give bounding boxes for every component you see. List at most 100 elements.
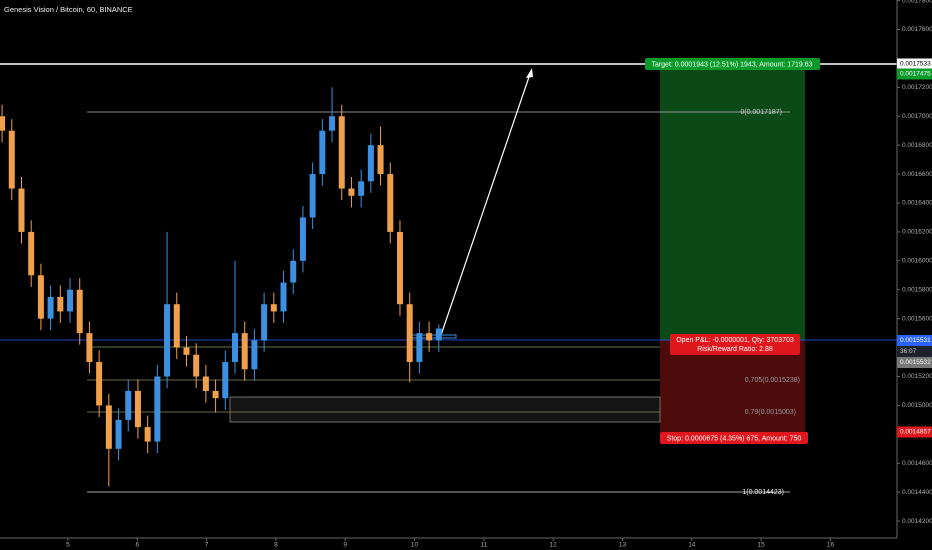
candle-body xyxy=(193,354,200,377)
candle-body xyxy=(183,347,190,355)
candle-body xyxy=(57,296,64,312)
x-tick-label: 5 xyxy=(66,542,70,549)
price-tag: 0.0014857 xyxy=(900,429,931,436)
price-tag: 36:07 xyxy=(900,348,917,355)
candle-body xyxy=(299,217,306,261)
x-tick-label: 8 xyxy=(274,542,278,549)
y-tick-label: 0.0015200 xyxy=(902,373,932,380)
x-tick-label: 11 xyxy=(480,542,487,549)
candle-body xyxy=(319,130,326,175)
y-tick-label: 0.0016800 xyxy=(902,142,932,149)
candle-body xyxy=(37,275,44,319)
price-tag-box xyxy=(897,357,932,368)
candle-body xyxy=(338,116,345,189)
candle-body xyxy=(86,333,93,363)
y-tick-label: 0.0014600 xyxy=(902,460,932,467)
price-tag: 0.0015532 xyxy=(900,359,931,366)
candle-body xyxy=(18,188,25,232)
y-tick-label: 0.0016400 xyxy=(902,200,932,207)
x-tick-label: 9 xyxy=(343,542,347,549)
candle-body xyxy=(358,181,365,196)
x-tick-label: 15 xyxy=(758,542,766,549)
candle-body xyxy=(105,405,112,449)
candle-body xyxy=(290,260,297,283)
candle-body xyxy=(0,116,6,131)
candle-body xyxy=(67,289,74,312)
fib-label: 0.79(0.0015003) xyxy=(745,409,796,416)
candle-body xyxy=(261,304,268,341)
fib-label: 0(0.0017187) xyxy=(740,109,782,116)
candle-body xyxy=(202,376,209,391)
x-tick-label: 6 xyxy=(135,542,139,549)
y-tick-label: 0.0016200 xyxy=(902,229,932,236)
candle-body xyxy=(125,390,132,420)
candle-body xyxy=(76,289,83,334)
candle-body xyxy=(134,390,141,428)
target-zone xyxy=(660,64,805,340)
chart-title: Genesis Vision / Bitcoin, 60, BINANCE xyxy=(4,5,133,14)
x-tick-label: 16 xyxy=(827,542,835,549)
y-tick-label: 0.0015800 xyxy=(902,286,932,293)
fib-label: 0.705(0.0015238) xyxy=(745,377,800,384)
candle-body xyxy=(280,282,287,312)
candle-body xyxy=(96,362,103,406)
candle-body xyxy=(241,333,248,370)
arrow-head xyxy=(526,68,533,78)
candle-body xyxy=(222,362,229,399)
stop-label: Stop: 0.0000675 (4.35%) 675, Amount: 750 xyxy=(667,435,802,442)
price-tag-box xyxy=(897,68,932,80)
candle-body xyxy=(154,376,161,442)
y-tick-label: 0.0015600 xyxy=(902,315,932,322)
candle-body xyxy=(270,304,277,312)
y-tick-label: 0.0014200 xyxy=(902,518,932,525)
candle-body xyxy=(309,174,316,218)
y-tick-label: 0.0015000 xyxy=(902,402,932,409)
zone-box xyxy=(229,396,661,423)
target-label-box xyxy=(645,58,820,70)
candle-body xyxy=(115,419,122,449)
candles xyxy=(0,87,442,487)
candle-body xyxy=(8,130,15,189)
candle-body xyxy=(435,328,442,341)
candle-body xyxy=(387,174,394,232)
y-tick-label: 0.0017000 xyxy=(902,113,932,120)
candle-body xyxy=(406,304,413,363)
y-tick-label: 0.0016000 xyxy=(902,258,932,265)
y-tick-label: 0.0016600 xyxy=(902,171,932,178)
candle-body xyxy=(28,231,35,276)
x-tick-label: 14 xyxy=(688,542,696,549)
arrow xyxy=(439,73,531,339)
candle-body xyxy=(426,333,433,341)
y-tick-label: 0.0017800 xyxy=(902,0,932,4)
candle-body xyxy=(377,145,384,175)
ratio-label: Risk/Reward Ratio: 2.88 xyxy=(697,346,773,353)
candle-body xyxy=(367,145,374,182)
candle-body xyxy=(231,333,238,363)
price-tag: 0.0015531 xyxy=(900,337,931,344)
fib-label: 1(0.0014423) xyxy=(742,489,784,496)
price-tag: 0.0017533 xyxy=(900,61,931,68)
price-tag-box xyxy=(897,426,932,438)
x-tick-label: 13 xyxy=(619,542,627,549)
x-tick-label: 10 xyxy=(411,542,419,549)
price-tag-box xyxy=(897,58,932,70)
x-tick-label: 7 xyxy=(205,542,209,549)
stop-zone xyxy=(660,340,805,432)
y-tick-label: 0.0014400 xyxy=(902,489,932,496)
candle-body xyxy=(329,116,336,131)
candle-body xyxy=(144,427,151,442)
candle-body xyxy=(212,390,219,399)
candle-body xyxy=(47,296,54,319)
price-tag-box xyxy=(897,346,932,357)
price-tag: 0.0017475 xyxy=(900,71,931,78)
candle-body xyxy=(348,188,355,196)
stop-label-box xyxy=(660,432,808,444)
pnl-label: Open P&L: -0.0000001, Qty: 3703703 xyxy=(676,337,794,344)
candle-body xyxy=(251,340,258,370)
price-tag-box xyxy=(897,335,932,346)
x-tick-label: 12 xyxy=(550,542,558,549)
y-tick-label: 0.0017200 xyxy=(902,84,932,91)
y-tick-label: 0.0017600 xyxy=(902,26,932,33)
pnl-label-box xyxy=(670,334,800,355)
